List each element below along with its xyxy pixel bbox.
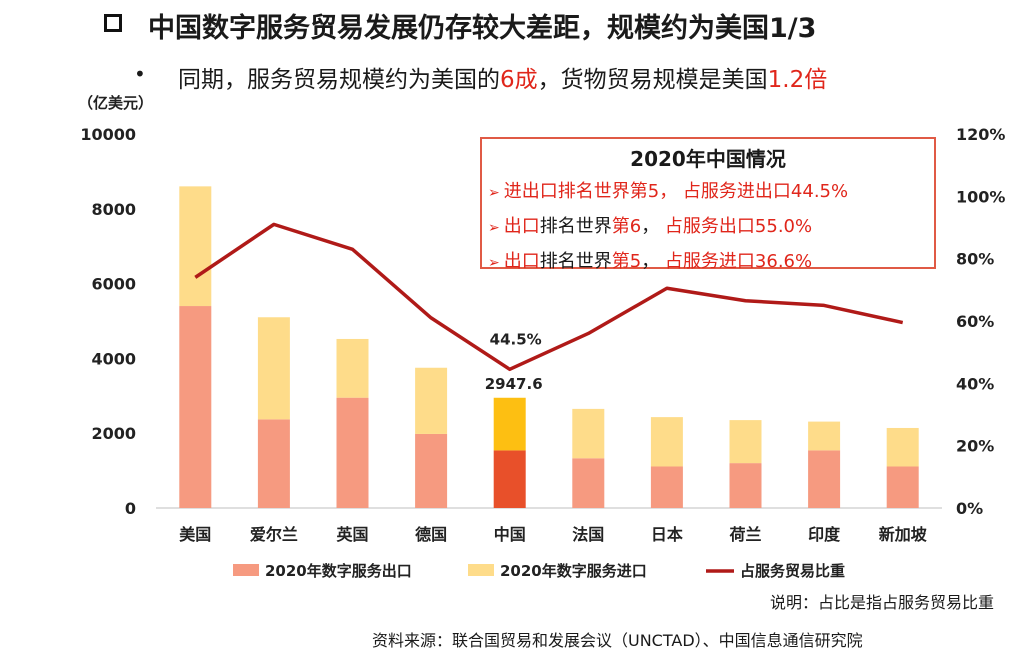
info-line-1-tail: 占服务进出口44.5% <box>682 181 849 202</box>
legend-label-export: 2020年数字服务出口 <box>265 562 412 580</box>
y-axis-unit-label: （亿美元） <box>78 94 153 112</box>
bar-export <box>808 450 841 508</box>
y2-tick-label: 0% <box>956 499 983 518</box>
title-square-icon <box>104 14 122 32</box>
bar-import <box>257 317 290 420</box>
annotation-china-share: 44.5% <box>490 330 542 348</box>
legend-swatch-export <box>233 564 259 576</box>
bar-import <box>572 408 605 459</box>
info-box-title: 2020年中国情况 <box>630 147 786 171</box>
y2-tick-label: 20% <box>956 437 994 456</box>
info-line-1-rank: 第5 <box>629 181 660 202</box>
bar-import <box>493 397 526 451</box>
page-title: 中国数字服务贸易发展仍存较大差距，规模约为美国1/3 <box>148 13 817 44</box>
x-tick-label: 法国 <box>572 525 604 544</box>
x-tick-label: 荷兰 <box>729 525 761 544</box>
info-line-3: ➢ 出口排名世界第5， 占服务进口36.6% <box>488 247 812 273</box>
y-tick-label: 10000 <box>80 125 136 144</box>
info-line-3-rank: 第5 <box>611 251 642 272</box>
bar-export <box>886 466 919 508</box>
bar-export <box>179 306 212 508</box>
y2-tick-label: 40% <box>956 374 994 393</box>
info-line-1: ➢ 进出口排名世界第5， 占服务进出口44.5% <box>488 177 848 203</box>
info-line-1-sep: ， <box>659 181 683 202</box>
x-tick-label: 爱尔兰 <box>250 525 298 544</box>
chart-note: 说明：占比是指占服务贸易比重 <box>769 593 994 612</box>
y-tick-label: 8000 <box>91 200 136 219</box>
info-line-2-pre: 出口 <box>503 216 540 237</box>
subtitle-highlight-2: 1.2倍 <box>767 67 828 93</box>
arrow-icon: ➢ <box>488 220 500 236</box>
info-line-2: ➢ 出口排名世界第6， 占服务出口55.0% <box>488 212 812 238</box>
info-line-2-rank: 第6 <box>611 216 642 237</box>
y2-tick-label: 60% <box>956 312 994 331</box>
y-tick-label: 6000 <box>91 275 136 294</box>
bar-import <box>650 417 683 467</box>
bar-import <box>729 420 762 464</box>
bullet-dot: • <box>134 62 146 86</box>
bar-export <box>257 419 290 508</box>
bar-import <box>886 427 919 467</box>
info-line-3-tail: 占服务进口36.6% <box>664 251 813 272</box>
x-tick-label: 中国 <box>494 525 526 544</box>
bar-import <box>336 338 369 398</box>
bar-export <box>729 463 762 508</box>
subtitle-part-1: 同期，服务贸易规模约为美国的 <box>178 67 500 93</box>
china-info-box: 2020年中国情况 ➢ 进出口排名世界第5， 占服务进出口44.5% ➢ 出口排名世… <box>480 137 936 272</box>
subtitle: 同期，服务贸易规模约为美国的6成，货物贸易规模是美国1.2倍 <box>178 60 827 94</box>
y-tick-label: 4000 <box>91 349 136 368</box>
annotation-china-total: 2947.6 <box>485 375 543 393</box>
bar-import <box>179 186 212 307</box>
x-tick-label: 印度 <box>808 525 841 544</box>
bar-export <box>650 466 683 508</box>
legend-swatch-import <box>468 564 494 576</box>
x-tick-label: 日本 <box>651 525 683 544</box>
legend-label-line: 占服务贸易比重 <box>740 562 845 580</box>
y-tick-label: 2000 <box>91 424 136 443</box>
arrow-icon: ➢ <box>488 185 500 201</box>
y2-tick-label: 120% <box>956 125 1005 144</box>
arrow-icon: ➢ <box>488 255 500 271</box>
bar-import <box>415 367 448 434</box>
bar-export <box>493 450 526 508</box>
info-line-2-tail: 占服务出口55.0% <box>664 216 813 237</box>
x-tick-label: 新加坡 <box>879 525 928 544</box>
bar-import <box>808 421 841 451</box>
line-share-of-services-trade <box>194 222 904 372</box>
info-line-3-sep: ， <box>641 251 665 272</box>
info-line-2-sep: ， <box>641 216 665 237</box>
bar-export <box>336 397 369 508</box>
subtitle-highlight-1: 6成 <box>500 67 538 93</box>
y2-tick-label: 80% <box>956 250 994 269</box>
subtitle-part-2: ，货物贸易规模是美国 <box>537 67 768 93</box>
bar-export <box>415 433 448 508</box>
data-source: 资料来源：联合国贸易和发展会议（UNCTAD）、中国信息通信研究院 <box>372 631 863 650</box>
y2-tick-label: 100% <box>956 187 1005 206</box>
info-line-3-pre: 出口 <box>503 251 540 272</box>
info-line-3-pre2: 排名世界 <box>539 251 612 272</box>
bar-export <box>572 458 605 508</box>
x-tick-label: 美国 <box>179 525 211 544</box>
x-tick-label: 英国 <box>335 525 368 544</box>
legend-label-import: 2020年数字服务进口 <box>500 562 647 580</box>
x-tick-label: 德国 <box>415 525 447 544</box>
y-tick-label: 0 <box>125 499 136 518</box>
info-line-1-pre: 进出口排名世界 <box>503 181 630 202</box>
info-line-2-pre2: 排名世界 <box>539 216 612 237</box>
